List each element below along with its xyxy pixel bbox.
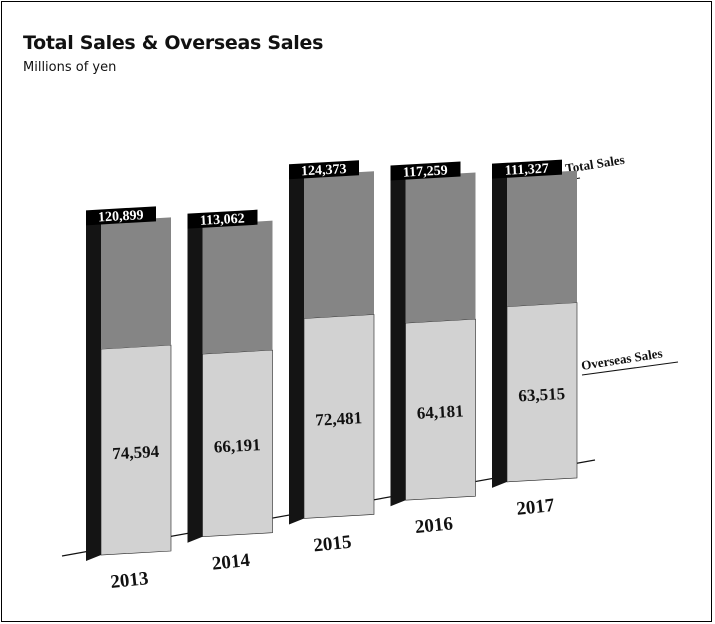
legend-leader-line-overseas-sales (581, 361, 679, 376)
overseas-value-label-2015: 72,481 (315, 408, 363, 429)
bar-total-2016 (405, 172, 476, 324)
total-value-label-2013: 120,899 (98, 208, 144, 225)
bars-group: 120,899 74,594 2013 113,062 66,191 2014 124,37… (86, 159, 578, 593)
total-label-box-2014 (187, 209, 258, 229)
overseas-value-label-2014: 66,191 (213, 435, 261, 456)
bar-side-2015 (289, 175, 304, 525)
bar-total-2014 (202, 220, 273, 355)
bar-side-2017 (492, 174, 507, 488)
category-label-2016: 2016 (414, 513, 454, 538)
total-value-label-2014: 113,062 (200, 212, 245, 229)
bar-overseas-2017 (506, 302, 578, 483)
total-value-label-2015: 124,373 (301, 162, 347, 179)
chart-subtitle: Millions of yen (23, 60, 117, 75)
total-value-label-2017: 111,327 (504, 162, 549, 179)
bar-overseas-2015 (303, 314, 375, 519)
bar-overseas-2013 (100, 344, 172, 556)
bar-total-2017 (507, 170, 577, 307)
overseas-value-label-2017: 63,515 (518, 384, 566, 405)
total-label-box-2017 (492, 159, 562, 179)
bar-side-2014 (187, 224, 203, 543)
category-label-2013: 2013 (109, 568, 149, 593)
chart-title: Total Sales & Overseas Sales (23, 32, 324, 54)
bar-overseas-2016 (405, 318, 476, 501)
bar-total-2013 (101, 217, 171, 350)
total-label-box-2015 (289, 160, 359, 180)
total-label-box-2016 (390, 161, 461, 181)
bar-side-2013 (86, 221, 101, 561)
bar-side-2016 (390, 176, 406, 507)
total-value-label-2016: 117,259 (403, 163, 448, 180)
bar-overseas-2014 (202, 349, 273, 538)
bar-total-2015 (304, 171, 374, 319)
overseas-value-label-2016: 64,181 (416, 401, 464, 422)
category-label-2014: 2014 (211, 550, 251, 575)
category-label-2017: 2017 (515, 495, 555, 520)
total-label-box-2013 (86, 206, 156, 226)
category-label-2015: 2015 (312, 532, 352, 557)
overseas-value-label-2013: 74,594 (112, 442, 160, 463)
legend-overseas-sales: Overseas Sales (580, 345, 663, 373)
